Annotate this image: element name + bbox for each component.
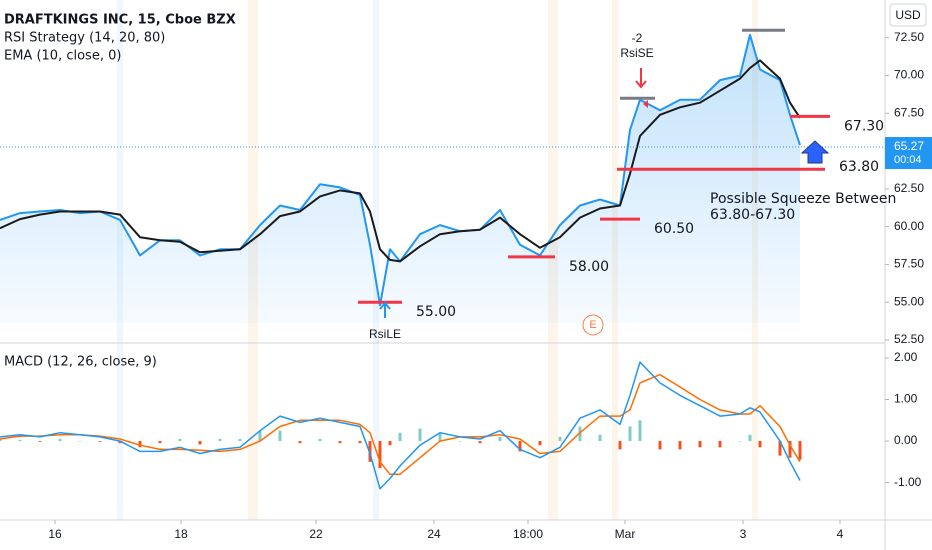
y-tick-label: 60.00 bbox=[894, 219, 924, 233]
histogram-bar bbox=[598, 434, 602, 442]
y-tick-label: 62.50 bbox=[894, 181, 924, 195]
event-marker bbox=[582, 314, 604, 336]
histogram-bar bbox=[138, 441, 142, 448]
histogram-bar bbox=[518, 441, 522, 452]
y-tick-label: 55.00 bbox=[894, 294, 924, 308]
histogram-bar bbox=[478, 441, 482, 444]
x-tick-label: 4 bbox=[837, 527, 844, 541]
price-area bbox=[0, 34, 800, 324]
histogram-bar bbox=[198, 441, 202, 445]
histogram-bar bbox=[338, 441, 342, 444]
note-line: 63.80-67.30 bbox=[710, 207, 795, 223]
series-line bbox=[0, 373, 801, 476]
y-tick-label: 72.50 bbox=[894, 30, 924, 44]
histogram-bar bbox=[238, 438, 242, 442]
y-tick-label: 52.50 bbox=[894, 332, 924, 346]
band bbox=[373, 0, 379, 520]
histogram-bar bbox=[558, 436, 562, 442]
histogram-bar bbox=[98, 441, 102, 442]
price-title: DRAFTKINGS INC, 15, Cboe BZX bbox=[4, 13, 236, 28]
histogram-bar bbox=[578, 426, 582, 442]
x-tick-label: 16 bbox=[48, 527, 62, 541]
currency-box[interactable] bbox=[889, 3, 927, 27]
short-arrow bbox=[635, 68, 647, 89]
series-line bbox=[0, 33, 801, 307]
long-arrow bbox=[379, 301, 391, 318]
y-tick-label: 70.00 bbox=[894, 68, 924, 82]
histogram-bar bbox=[278, 430, 282, 442]
histogram-bar bbox=[298, 441, 302, 444]
histogram-bar bbox=[698, 441, 702, 448]
series-line bbox=[0, 59, 801, 263]
histogram-bar bbox=[538, 441, 542, 446]
histogram-bar bbox=[258, 430, 262, 442]
histogram-bar bbox=[358, 441, 362, 444]
level-label: 55.00 bbox=[416, 304, 456, 320]
y-tick-label: 0.00 bbox=[894, 433, 918, 447]
last-price: 65.27 bbox=[894, 139, 924, 153]
histogram-bar bbox=[398, 432, 402, 442]
histogram-bar bbox=[638, 420, 642, 442]
short-flag bbox=[643, 100, 648, 108]
histogram-bar bbox=[178, 438, 182, 442]
currency: USD bbox=[895, 8, 921, 22]
strategy-legend: RSI Strategy (14, 20, 80) bbox=[4, 31, 165, 46]
level-label: 67.30 bbox=[844, 118, 884, 134]
histogram-bar bbox=[158, 441, 162, 444]
level-label: 63.80 bbox=[839, 159, 879, 175]
countdown: 00:04 bbox=[894, 154, 922, 166]
event-label: E bbox=[589, 319, 596, 331]
histogram-bar bbox=[118, 441, 122, 444]
histogram-bar bbox=[718, 441, 722, 448]
y-tick-label: 1.00 bbox=[894, 392, 918, 406]
y-tick-label: 57.50 bbox=[894, 257, 924, 271]
histogram-bar bbox=[658, 441, 662, 450]
histogram-bar bbox=[318, 438, 322, 442]
histogram-bar bbox=[678, 441, 682, 450]
histogram-bar bbox=[778, 441, 782, 456]
x-tick-label: 3 bbox=[740, 527, 747, 541]
short-label: RsiSE bbox=[620, 46, 653, 60]
histogram-bar bbox=[758, 441, 762, 448]
histogram-bar bbox=[798, 441, 802, 460]
histogram-bar bbox=[78, 441, 82, 442]
x-tick-label: 18 bbox=[174, 527, 188, 541]
last-price-tag bbox=[885, 137, 932, 170]
squeeze-arrow bbox=[800, 140, 830, 164]
histogram-bar bbox=[18, 439, 22, 442]
histogram-bar bbox=[458, 441, 462, 442]
histogram-bar bbox=[628, 426, 632, 442]
level-label: 58.00 bbox=[569, 259, 609, 275]
y-tick-label: 2.00 bbox=[894, 350, 918, 364]
histogram-bar bbox=[438, 432, 442, 442]
histogram-bar bbox=[58, 438, 62, 442]
macd-title: MACD (12, 26, close, 9) bbox=[4, 355, 157, 370]
x-tick-label: Mar bbox=[615, 527, 636, 541]
histogram-bar bbox=[388, 441, 392, 446]
long-label: RsiLE bbox=[369, 327, 401, 341]
histogram-bar bbox=[748, 434, 752, 442]
x-tick-label: 24 bbox=[427, 527, 441, 541]
x-tick-label: 22 bbox=[309, 527, 323, 541]
x-tick-label: 18:00 bbox=[513, 527, 543, 541]
ema-legend: EMA (10, close, 0) bbox=[4, 49, 121, 64]
histogram-bar bbox=[618, 441, 622, 450]
histogram-bar bbox=[0, 438, 2, 442]
histogram-bar bbox=[38, 441, 42, 442]
histogram-bar bbox=[418, 428, 422, 442]
histogram-bar bbox=[218, 438, 222, 442]
histogram-bar bbox=[738, 441, 742, 442]
series-line bbox=[0, 361, 801, 490]
y-tick-label: -1.00 bbox=[894, 475, 922, 489]
y-tick-label: 67.50 bbox=[894, 105, 924, 119]
level-label: 60.50 bbox=[654, 221, 694, 237]
note-line: Possible Squeeze Between bbox=[710, 191, 896, 207]
histogram-bar bbox=[788, 441, 792, 458]
histogram-bar bbox=[498, 436, 502, 442]
short-qty: -2 bbox=[632, 31, 643, 45]
histogram-bar bbox=[378, 441, 382, 469]
